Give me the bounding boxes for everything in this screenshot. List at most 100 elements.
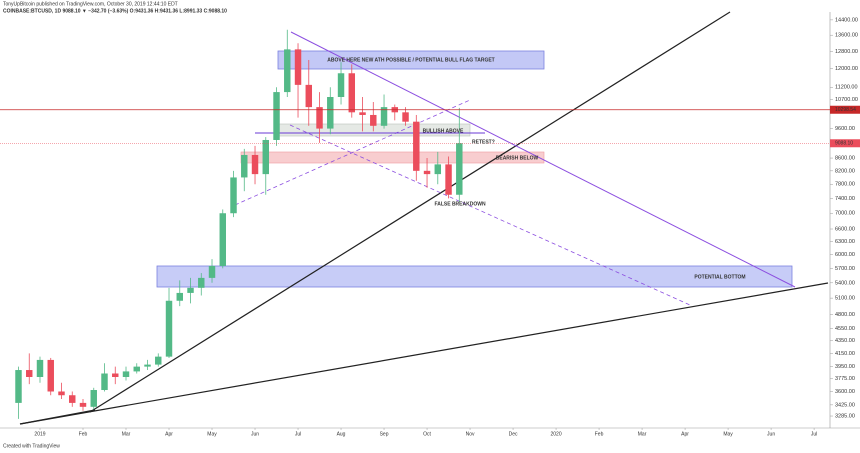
- dashed-line: [289, 124, 691, 306]
- candle-body: [219, 213, 226, 266]
- annotation: RETEST?: [472, 139, 495, 145]
- bearish-box: [240, 151, 545, 164]
- y-tick-label: 3600.00: [835, 389, 855, 395]
- candle-body: [284, 49, 291, 93]
- y-tick-label: 5100.00: [835, 296, 855, 302]
- candle-body: [348, 73, 356, 113]
- x-tick-label: Jul: [811, 431, 817, 437]
- candle-body: [101, 373, 108, 391]
- candle-body: [305, 84, 313, 108]
- x-tick-label: Jun: [767, 431, 775, 437]
- candle-body: [370, 114, 377, 126]
- candle-body: [165, 300, 173, 357]
- candle-body: [413, 121, 420, 171]
- x-tick-label: Jun: [251, 431, 259, 437]
- x-tick-label: Sep: [380, 431, 389, 437]
- candle-body: [359, 112, 366, 115]
- candle-body: [155, 356, 162, 365]
- price-tag: [830, 105, 860, 114]
- y-tick-label: 11200.00: [835, 85, 858, 91]
- y-tick-label: 14400.00: [835, 17, 858, 23]
- candle-body: [230, 177, 237, 214]
- candle-body: [133, 366, 140, 372]
- annotation: POTENTIAL BOTTOM: [694, 274, 745, 280]
- candle-body: [434, 164, 442, 175]
- candle-body: [90, 390, 97, 407]
- y-tick-label: 3775.00: [835, 376, 855, 382]
- symbol-header: COINBASE:BTCUSD, 1D 9088.10 ▼ −342.70 (−…: [3, 8, 227, 14]
- y-tick-label: 7400.00: [835, 196, 855, 202]
- candle-body: [26, 370, 33, 378]
- candle-body: [208, 265, 216, 278]
- candle-body: [294, 49, 302, 85]
- y-tick-label: 6000.00: [835, 252, 855, 258]
- y-tick-label: 4150.00: [835, 351, 855, 357]
- y-tick-label: 6300.00: [835, 239, 855, 245]
- x-tick-label: Apr: [165, 431, 173, 437]
- candle-body: [47, 359, 54, 392]
- trend-line: [89, 11, 731, 413]
- y-tick-label: 4550.00: [835, 326, 855, 332]
- x-tick-label: Apr: [681, 431, 689, 437]
- annotation: FALSE BREAKDOWN: [434, 201, 486, 207]
- annotation: BULLISH ABOVE: [423, 128, 464, 134]
- candle-body: [176, 292, 183, 301]
- candle-body: [273, 92, 280, 140]
- candle-body: [423, 170, 431, 175]
- x-tick-label: Mar: [638, 431, 647, 437]
- candle-body: [187, 287, 194, 293]
- candle-body: [316, 107, 323, 129]
- y-tick-label: 8600.00: [835, 156, 855, 162]
- candle-body: [15, 370, 22, 403]
- candle-body: [144, 364, 151, 367]
- x-tick-label: 2019: [34, 431, 45, 437]
- candle-body: [122, 371, 130, 378]
- y-tick-label: 13600.00: [835, 33, 858, 39]
- candle-body: [456, 143, 463, 195]
- y-tick-label: 12000.00: [835, 66, 858, 72]
- y-tick-label: 7000.00: [835, 211, 855, 217]
- y-tick-label: 5700.00: [835, 266, 855, 272]
- price-tag: [830, 139, 860, 148]
- y-tick-label: 10700.00: [835, 97, 858, 103]
- trend-line: [19, 282, 829, 425]
- candle-body: [198, 277, 205, 288]
- x-tick-label: Jul: [295, 431, 301, 437]
- y-tick-label: 4350.00: [835, 338, 855, 344]
- y-tick-label: 8200.00: [835, 168, 855, 174]
- candle-body: [69, 395, 76, 403]
- y-tick-label: 9600.00: [835, 126, 855, 132]
- candle-body: [79, 402, 87, 407]
- x-tick-label: May: [207, 431, 217, 437]
- x-tick-label: Nov: [466, 431, 475, 437]
- candle-body: [337, 73, 345, 98]
- candle-body: [241, 154, 248, 178]
- annotation: ABOVE HERE NEW ATH POSSIBLE / POTENTIAL …: [327, 57, 495, 63]
- candle-body: [445, 164, 452, 195]
- candle-body: [327, 97, 334, 129]
- publisher: TonyUpBitcoin published on TradingView.c…: [3, 1, 178, 7]
- descending-line: [290, 31, 796, 288]
- price-tag-label: 10298.54: [835, 107, 856, 113]
- y-tick-label: 3285.00: [835, 413, 855, 419]
- x-tick-label: Oct: [423, 431, 431, 437]
- x-tick-label: Mar: [122, 431, 131, 437]
- candle-body: [58, 391, 65, 396]
- annotation: BEARISH BELOW: [496, 155, 539, 161]
- x-tick-label: Feb: [595, 431, 604, 437]
- trend-line: [19, 409, 96, 425]
- x-tick-label: 2020: [550, 431, 561, 437]
- y-tick-label: 3425.00: [835, 402, 855, 408]
- drawings: [19, 11, 829, 425]
- y-tick-label: 12800.00: [835, 49, 858, 55]
- x-tick-label: Feb: [79, 431, 88, 437]
- candle-body: [262, 139, 269, 175]
- y-tick-label: 6600.00: [835, 226, 855, 232]
- x-tick-label: May: [723, 431, 733, 437]
- y-tick-label: 5400.00: [835, 280, 855, 286]
- ath-box: [277, 50, 545, 70]
- y-tick-label: 7800.00: [835, 182, 855, 188]
